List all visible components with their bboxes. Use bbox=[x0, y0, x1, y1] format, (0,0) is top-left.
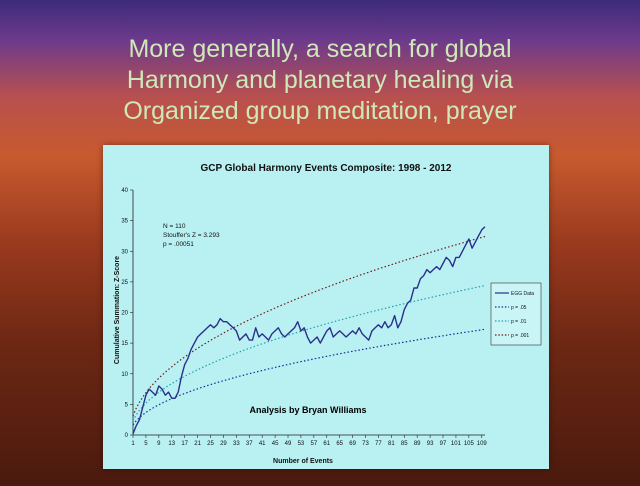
x-tick-label: 81 bbox=[388, 441, 395, 447]
x-axis-label: Number of Events bbox=[273, 458, 333, 465]
heading-line-3: Organized group meditation, prayer bbox=[123, 97, 517, 125]
x-tick-label: 77 bbox=[375, 441, 382, 447]
x-tick-label: 53 bbox=[298, 441, 305, 447]
chart-svg: GCP Global Harmony Events Composite: 199… bbox=[114, 163, 542, 465]
stats-n: N = 110 bbox=[163, 223, 186, 230]
legend-label: EGG Data bbox=[511, 291, 534, 297]
chart-panel: GCP Global Harmony Events Composite: 199… bbox=[103, 145, 549, 469]
axes-group bbox=[132, 190, 485, 436]
x-tick-label: 9 bbox=[157, 441, 161, 447]
legend: EGG Data p = .05 p = .01 p = .001 bbox=[490, 282, 542, 346]
y-tick-label: 5 bbox=[125, 402, 129, 408]
x-tick-label: 49 bbox=[285, 441, 292, 447]
y-tick-label: 15 bbox=[121, 341, 128, 347]
egg-data-line bbox=[132, 226, 486, 435]
x-tick-label: 101 bbox=[451, 441, 462, 447]
x-tick-label: 85 bbox=[401, 441, 408, 447]
y-tick-label: 40 bbox=[121, 188, 128, 194]
slide-heading: More generally, a search for global Harm… bbox=[0, 34, 640, 127]
x-tick-label: 73 bbox=[362, 441, 369, 447]
x-tick-label: 97 bbox=[440, 441, 447, 447]
y-axis-label: Cumulative Summation: Z-Score bbox=[114, 256, 121, 364]
heading-line-1: More generally, a search for global bbox=[128, 35, 512, 63]
x-tick-label: 109 bbox=[477, 441, 488, 447]
x-tick-label: 69 bbox=[349, 441, 356, 447]
legend-label: p = .05 bbox=[511, 305, 527, 311]
stats-p: p = .00051 bbox=[163, 241, 194, 248]
x-tick-label: 17 bbox=[181, 441, 188, 447]
series-line-2 bbox=[132, 285, 486, 422]
series-line-3 bbox=[132, 235, 486, 417]
legend-label: p = .01 bbox=[511, 319, 527, 325]
x-tick-label: 25 bbox=[207, 441, 214, 447]
x-tick-label: 45 bbox=[272, 441, 279, 447]
y-tick-label: 30 bbox=[121, 249, 128, 255]
x-tick-label: 61 bbox=[323, 441, 330, 447]
x-tick-label: 37 bbox=[246, 441, 253, 447]
y-tick-label: 20 bbox=[121, 311, 128, 317]
y-tick-label: 35 bbox=[121, 219, 128, 225]
x-tick-label: 33 bbox=[233, 441, 240, 447]
x-tick-label: 1 bbox=[131, 441, 135, 447]
legend-label: p = .001 bbox=[511, 333, 529, 339]
x-tick-label: 89 bbox=[414, 441, 421, 447]
series-line-1 bbox=[132, 328, 486, 426]
x-tick-label: 21 bbox=[194, 441, 201, 447]
heading-line-2: Harmony and planetary healing via bbox=[126, 66, 514, 94]
y-tick-label: 0 bbox=[125, 433, 129, 439]
series-group bbox=[132, 226, 486, 435]
x-tick-label: 65 bbox=[336, 441, 343, 447]
x-tick-label: 29 bbox=[220, 441, 227, 447]
y-tick-label: 25 bbox=[121, 280, 128, 286]
x-tick-label: 13 bbox=[168, 441, 175, 447]
stats-stouffer: Stouffer's Z = 3.293 bbox=[163, 232, 220, 239]
y-tick-label: 10 bbox=[121, 372, 128, 378]
x-tick-label: 5 bbox=[144, 441, 148, 447]
x-tick-label: 93 bbox=[427, 441, 434, 447]
x-tick-label: 57 bbox=[311, 441, 318, 447]
x-tick-label: 105 bbox=[464, 441, 475, 447]
x-tick-label: 41 bbox=[259, 441, 266, 447]
analysis-credit: Analysis by Bryan Williams bbox=[250, 405, 367, 415]
chart-title: GCP Global Harmony Events Composite: 199… bbox=[200, 163, 451, 174]
